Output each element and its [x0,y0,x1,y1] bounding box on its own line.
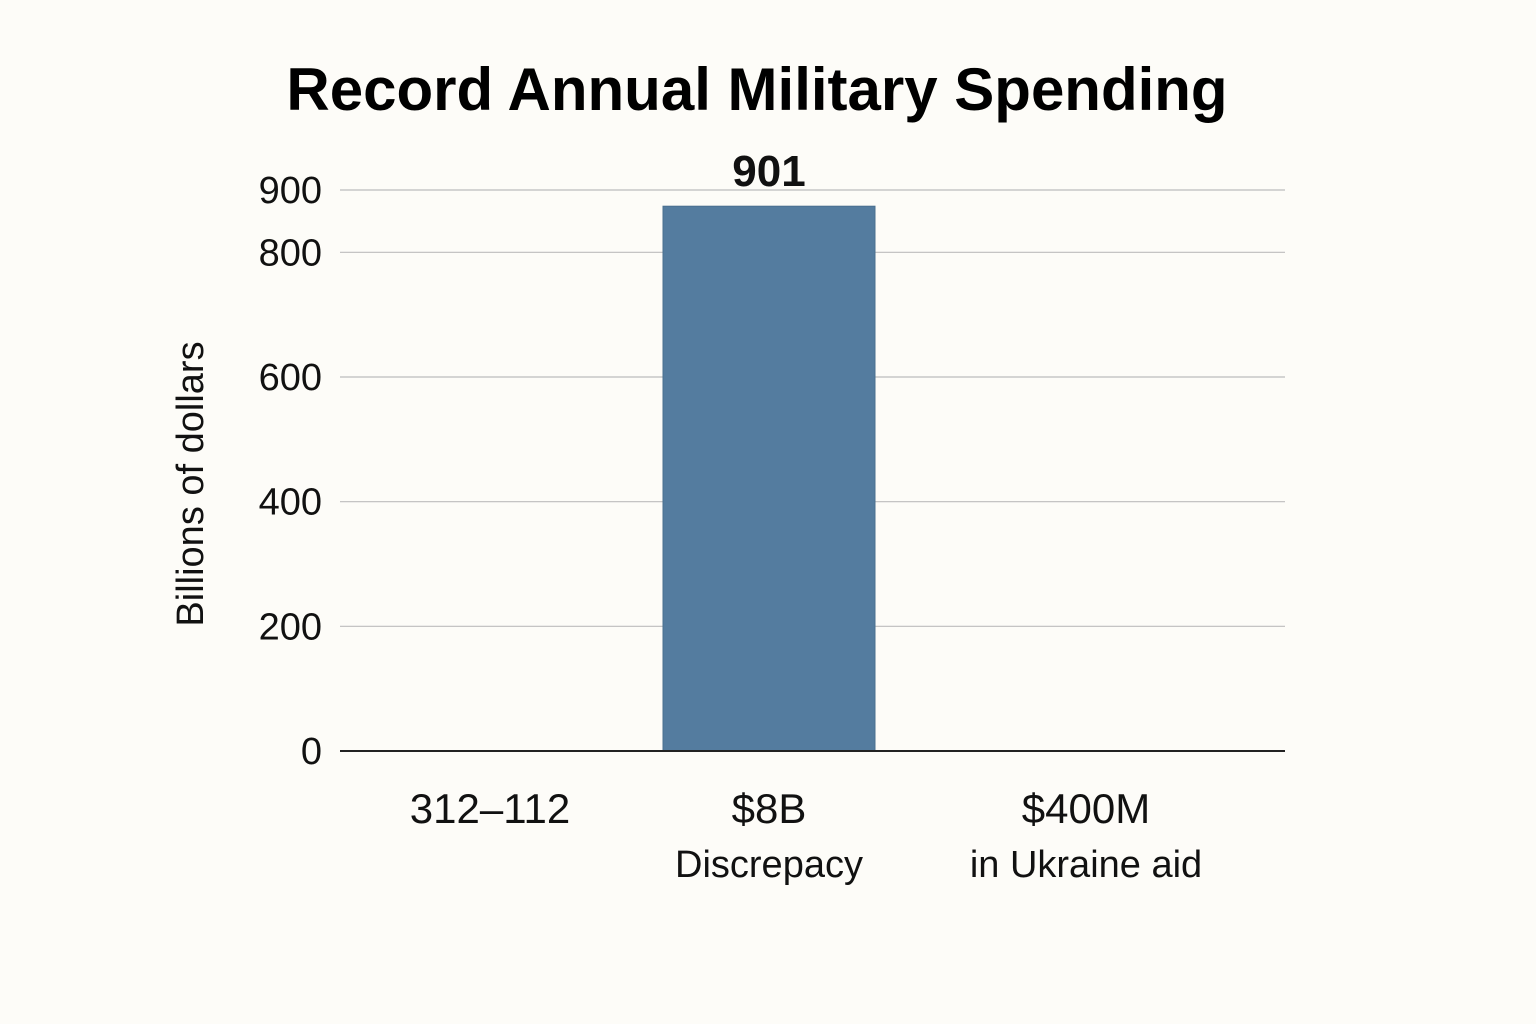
x-tick-label: $8B [732,785,807,832]
y-tick-label: 200 [259,606,322,648]
x-tick-label: 312–112 [410,785,570,832]
x-tick-label: $400M [1022,785,1150,832]
bar [662,205,876,752]
x-tick-sublabel: in Ukraine aid [970,844,1202,886]
y-tick-label: 800 [259,232,322,274]
axes: 0 200 400 600 800 900 Billions of dollars [170,170,1285,773]
labels: 312–112 901 $8B Discrepacy $400M in Ukraine a… [410,147,1202,886]
y-tick-label: 900 [259,170,322,212]
x-tick-sublabel: Discrepacy [675,844,863,886]
y-tick-label: 400 [259,482,322,524]
y-tick-label: 600 [259,357,322,399]
y-axis-label: Billions of dollars [170,341,212,626]
data-label: 901 [732,147,805,196]
chart-title: Record Annual Military Spending [286,56,1227,123]
bars [662,205,876,752]
y-tick-label: 0 [301,731,322,773]
